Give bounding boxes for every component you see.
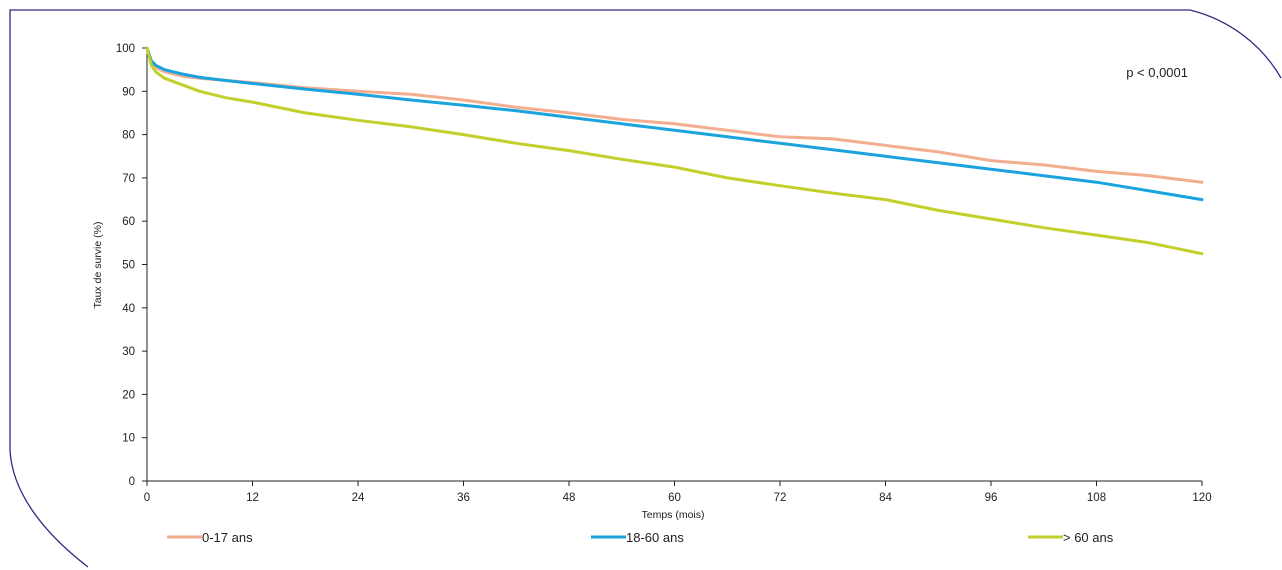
y-tick-label: 90 [122, 86, 135, 98]
legend-label-1: 0-17 ans [202, 530, 253, 545]
x-tick-label: 96 [985, 492, 998, 504]
x-tick-label: 60 [668, 492, 681, 504]
x-tick-label: 24 [352, 492, 365, 504]
p-value-annotation: p < 0,0001 [1126, 65, 1188, 80]
x-tick-label: 0 [144, 492, 150, 504]
x-tick-label: 108 [1087, 492, 1106, 504]
x-tick-label: 12 [246, 492, 259, 504]
y-tick-label: 30 [122, 346, 135, 358]
y-tick-label: 70 [122, 173, 135, 185]
x-tick-label: 84 [879, 492, 892, 504]
legend: 0-17 ans 18-60 ans > 60 ans [167, 530, 1114, 545]
x-axis-label: Temps (mois) [641, 509, 704, 521]
y-tick-label: 60 [122, 216, 135, 228]
series-line-2 [145, 46, 1204, 202]
series-line-3 [145, 46, 1204, 256]
legend-label-3: > 60 ans [1063, 530, 1114, 545]
y-tick-label: 10 [122, 433, 135, 445]
y-tick-label: 100 [116, 43, 135, 55]
y-tick-label: 20 [122, 389, 135, 401]
y-tick-label: 0 [129, 476, 135, 488]
y-tick-label: 50 [122, 260, 135, 272]
y-tick-label: 40 [122, 303, 135, 315]
x-tick-label: 36 [457, 492, 470, 504]
series-line-1 [145, 46, 1204, 184]
x-tick-label: 72 [774, 492, 787, 504]
y-tick-label: 80 [122, 130, 135, 142]
x-tick-label: 48 [563, 492, 576, 504]
y-axis-label: Taux de survie (%) [92, 222, 104, 309]
series-lines [145, 46, 1204, 256]
x-tick-label: 120 [1192, 492, 1211, 504]
legend-label-2: 18-60 ans [626, 530, 684, 545]
chart-frame [9, 9, 1282, 568]
axes: 0 12 24 36 48 60 72 84 96 108 120 0 10 20 30 40 50 60 70 80… [116, 43, 1212, 504]
